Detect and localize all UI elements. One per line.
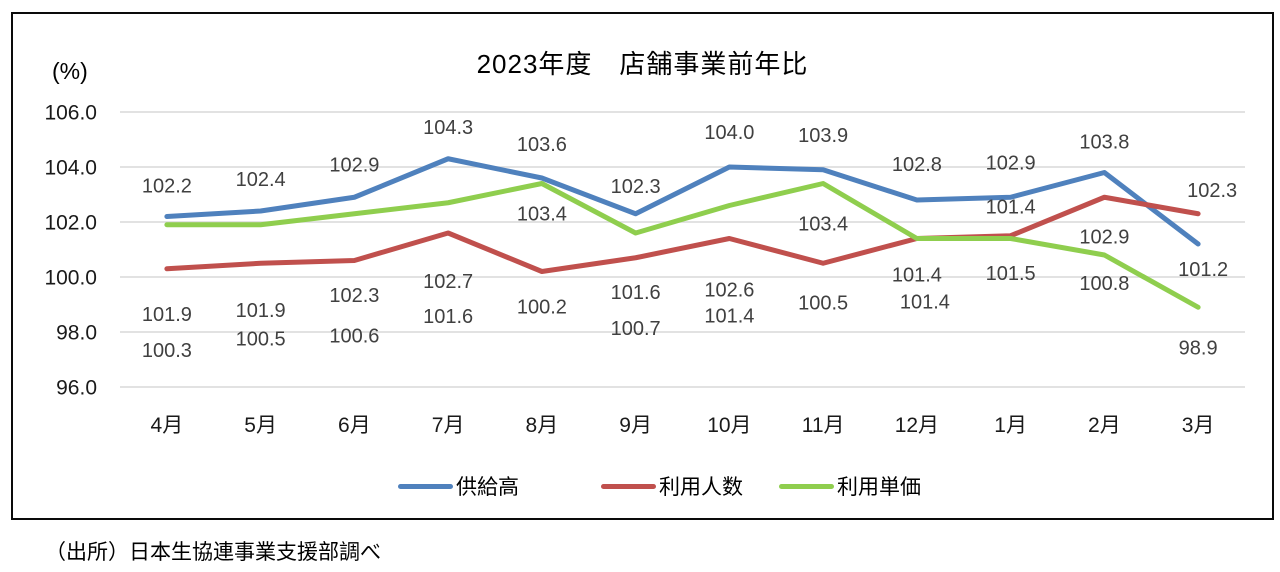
x-tick-label: 5月 xyxy=(244,414,277,437)
series-line-supply xyxy=(164,156,1201,247)
x-tick-label: 3月 xyxy=(1182,414,1215,437)
legend-label-users: 利用人数 xyxy=(659,476,743,499)
legend-label-unit-price: 利用単価 xyxy=(837,476,921,499)
y-tick-label: 104.0 xyxy=(44,157,97,180)
data-label-unit-price: 101.4 xyxy=(892,265,942,287)
y-tick-label: 96.0 xyxy=(56,377,97,400)
y-tick-label: 98.0 xyxy=(56,322,97,345)
legend-swatch-unit-price-line xyxy=(779,483,834,489)
data-label-users: 100.2 xyxy=(517,297,567,319)
data-label-users: 102.9 xyxy=(1079,226,1129,248)
data-label-users: 100.3 xyxy=(142,340,192,362)
legend-swatch-supply-line xyxy=(398,483,453,489)
data-label-unit-price: 103.4 xyxy=(798,214,848,236)
data-label-unit-price: 103.4 xyxy=(517,204,567,226)
series-line-unit-price xyxy=(164,181,1201,310)
x-tick-label: 8月 xyxy=(526,414,559,437)
data-label-supply: 103.9 xyxy=(798,125,848,147)
data-label-supply: 103.8 xyxy=(1079,132,1129,154)
legend-label-supply: 供給高 xyxy=(456,476,519,499)
data-label-unit-price: 100.8 xyxy=(1079,273,1129,295)
data-label-users: 102.3 xyxy=(1187,180,1237,202)
x-tick-label: 2月 xyxy=(1088,414,1121,437)
data-label-unit-price: 98.9 xyxy=(1179,337,1218,359)
x-tick-label: 12月 xyxy=(895,414,939,437)
data-label-supply: 102.8 xyxy=(892,154,942,176)
data-label-unit-price: 101.6 xyxy=(611,282,661,304)
y-tick-label: 100.0 xyxy=(44,267,97,290)
x-tick-label: 6月 xyxy=(338,414,371,437)
legend-item-unit-price: 利用単価 xyxy=(779,471,921,501)
data-label-unit-price: 101.9 xyxy=(142,304,192,326)
data-label-supply: 104.0 xyxy=(704,122,754,144)
data-label-supply: 102.9 xyxy=(986,152,1036,174)
data-label-users: 100.6 xyxy=(329,326,379,348)
legend-item-supply: 供給高 xyxy=(398,471,519,501)
source-note: （出所）日本生協連事業支援部調べ xyxy=(45,541,381,564)
x-tick-label: 1月 xyxy=(994,414,1027,437)
x-tick-label: 7月 xyxy=(432,414,465,437)
data-label-users: 101.6 xyxy=(423,306,473,328)
data-label-supply: 104.3 xyxy=(423,117,473,139)
data-label-unit-price: 101.4 xyxy=(986,197,1036,219)
chart-title: 2023年度 店舗事業前年比 xyxy=(476,49,809,79)
chart-legend: 供給高 利用人数 利用単価 xyxy=(398,472,921,500)
data-label-unit-price: 102.3 xyxy=(329,285,379,307)
x-tick-label: 10月 xyxy=(707,414,751,437)
data-label-users: 101.5 xyxy=(986,263,1036,285)
data-label-users: 100.5 xyxy=(236,328,286,350)
data-label-unit-price: 101.9 xyxy=(236,300,286,322)
y-axis-unit-label: (%) xyxy=(52,58,88,84)
data-label-supply: 103.6 xyxy=(517,134,567,156)
data-label-users: 101.4 xyxy=(900,292,950,314)
x-tick-label: 9月 xyxy=(619,414,652,437)
data-label-users: 101.4 xyxy=(704,306,754,328)
data-label-unit-price: 102.7 xyxy=(423,271,473,293)
data-label-supply: 102.4 xyxy=(236,169,286,191)
data-label-supply: 101.2 xyxy=(1178,259,1228,281)
y-tick-label: 102.0 xyxy=(44,212,97,235)
legend-item-users: 利用人数 xyxy=(601,471,743,501)
data-label-supply: 102.9 xyxy=(329,154,379,176)
x-tick-label: 4月 xyxy=(151,414,184,437)
data-label-users: 100.7 xyxy=(611,318,661,340)
legend-swatch-users-line xyxy=(601,483,656,489)
data-label-users: 100.5 xyxy=(798,292,848,314)
data-label-unit-price: 102.6 xyxy=(704,280,754,302)
data-label-supply: 102.3 xyxy=(611,176,661,198)
y-tick-label: 106.0 xyxy=(44,102,97,125)
x-tick-label: 11月 xyxy=(802,414,845,437)
series-line-users xyxy=(164,194,1201,274)
data-label-supply: 102.2 xyxy=(142,176,192,198)
